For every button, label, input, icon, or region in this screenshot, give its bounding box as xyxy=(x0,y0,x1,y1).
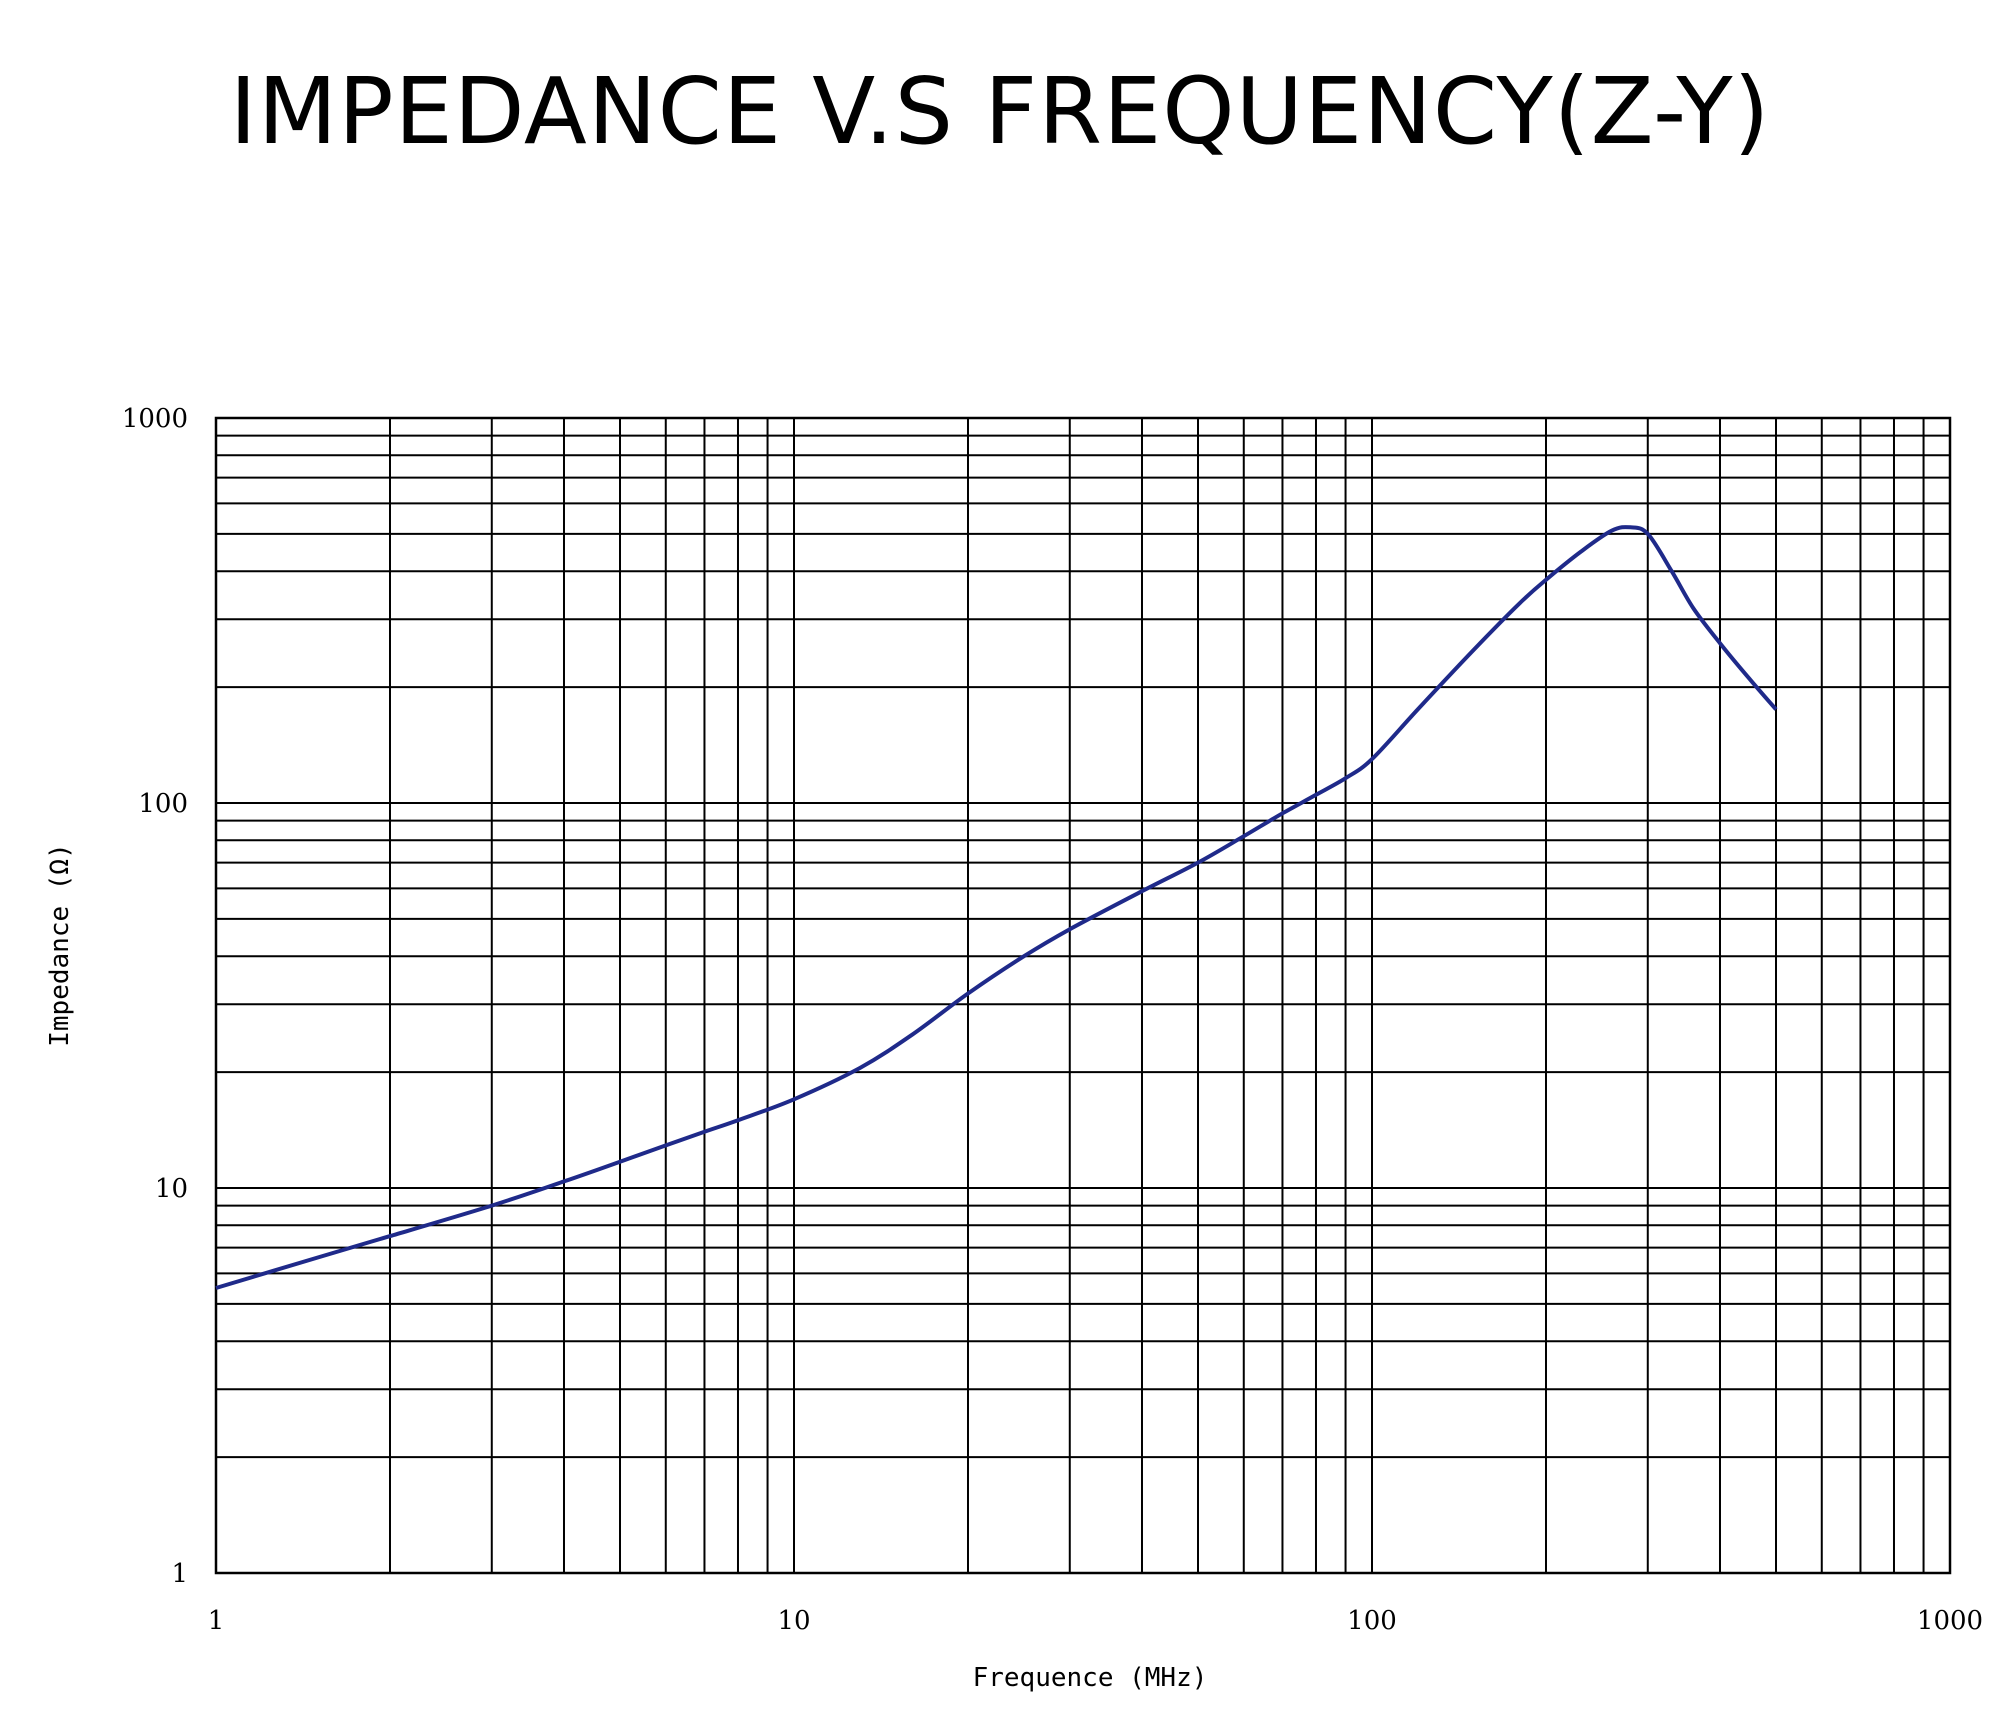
x-tick-label: 1000 xyxy=(1917,1606,1983,1636)
plot-frame xyxy=(214,416,1952,1575)
x-axis-label: Frequence (MHz) xyxy=(973,1663,1208,1693)
series-layer xyxy=(215,525,1778,1290)
y-tick-label: 100 xyxy=(138,789,188,819)
y-tick-label: 1 xyxy=(171,1559,188,1589)
y-tick-label: 10 xyxy=(155,1174,188,1204)
tick-labels: 1 10 100 1000 1 10 100 1000 xyxy=(122,404,1983,1636)
x-tick-label: 1 xyxy=(208,1606,225,1636)
x-tick-label: 100 xyxy=(1347,1606,1397,1636)
y-tick-label: 1000 xyxy=(122,404,188,434)
series-line-impedance xyxy=(215,525,1778,1290)
y-axis-label: Impedance (Ω) xyxy=(45,843,75,1047)
chart-title: IMPEDANCE V.S FREQUENCY(Z-Y) xyxy=(229,58,1771,165)
grid xyxy=(214,416,1952,1575)
x-tick-label: 10 xyxy=(777,1606,810,1636)
